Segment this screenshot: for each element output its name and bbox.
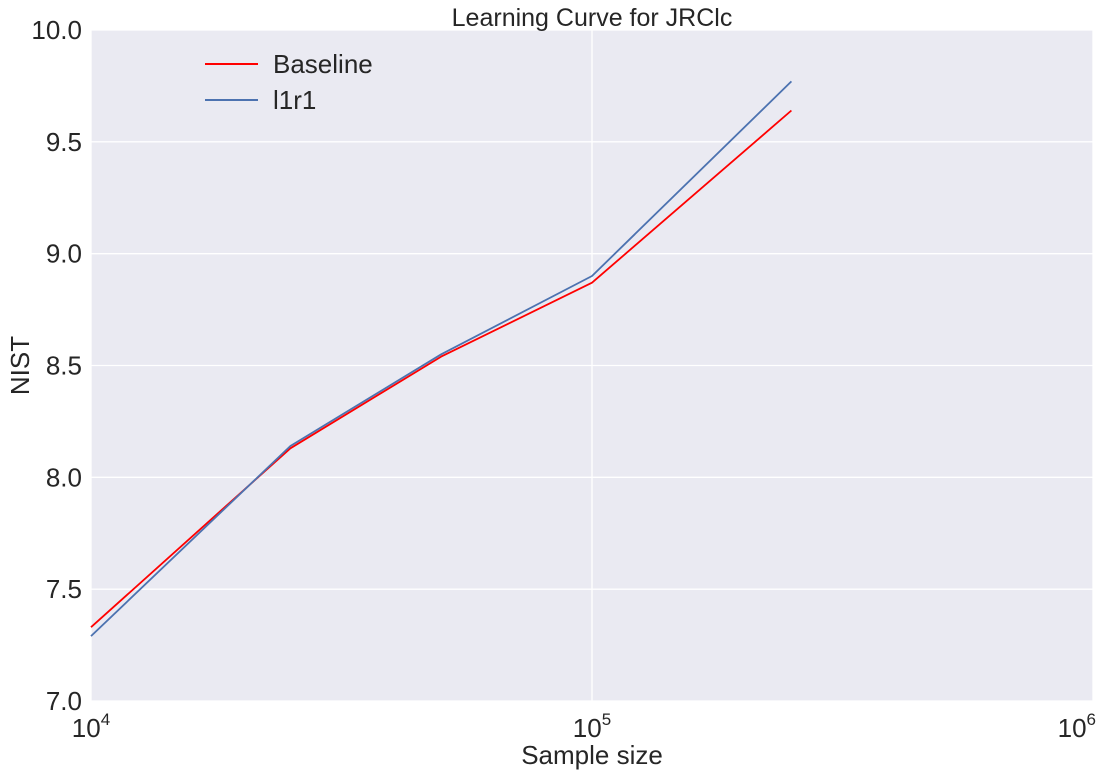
x-tick-labels: 104 105 106 [72,710,1096,743]
y-tick-label: 8.0 [46,462,82,492]
y-axis-label: NIST [5,336,35,395]
series-line-baseline [90,109,792,628]
y-tick-label: 9.5 [46,127,82,157]
legend-label: Baseline [273,49,373,79]
y-tick-label: 10.0 [31,15,82,45]
legend-label: l1r1 [273,85,316,115]
x-tick-label: 105 [573,710,611,743]
x-axis-label: Sample size [521,740,663,770]
x-tick-label: 104 [72,710,110,743]
chart-title: Learning Curve for JRClc [452,4,733,32]
y-tick-label: 8.5 [46,351,82,381]
series-layer [90,80,793,637]
legend: Baseline l1r1 [205,49,373,115]
x-tick-label: 106 [1058,710,1096,743]
y-tick-label: 9.0 [46,239,82,269]
series-line-l1r1 [90,80,793,637]
y-tick-label: 7.5 [46,574,82,604]
y-tick-label: 7.0 [46,686,82,716]
y-tick-labels: 7.0 7.5 8.0 8.5 9.0 9.5 10.0 [31,15,82,716]
